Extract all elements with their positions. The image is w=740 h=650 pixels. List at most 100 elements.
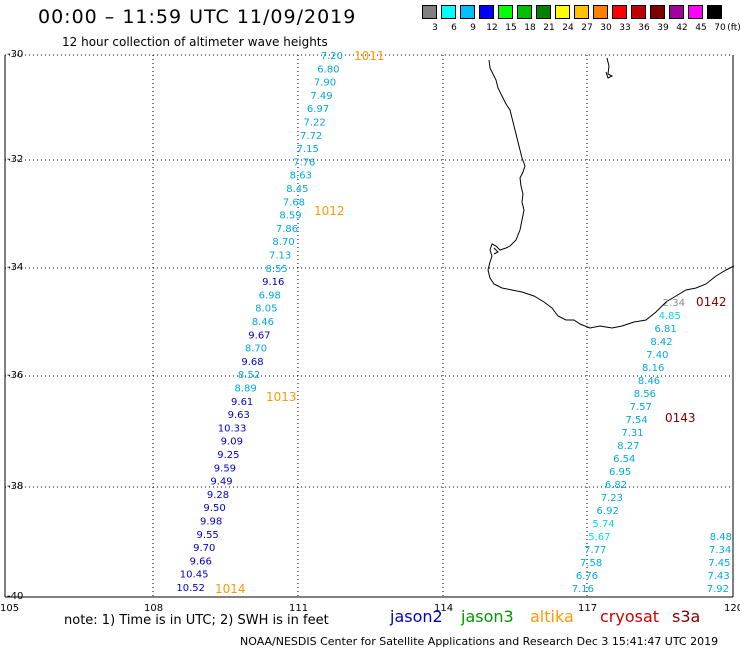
- lon-label: 120: [724, 603, 740, 614]
- swh-value: 8.46: [638, 376, 660, 387]
- pass-time-label: 1013: [266, 390, 297, 404]
- swh-value: 7.16: [572, 584, 594, 595]
- swh-value: 9.25: [217, 450, 239, 461]
- swh-value: 9.70: [193, 543, 215, 554]
- legend-swatch: [422, 5, 437, 19]
- satellite-jason3: jason3: [461, 607, 514, 626]
- legend-label: 6: [451, 23, 457, 33]
- legend-label: 9: [470, 23, 476, 33]
- swh-value: 8.70: [245, 344, 267, 355]
- swh-value: 8.70: [272, 237, 294, 248]
- island-path: [493, 247, 499, 255]
- lat-label: -30: [7, 49, 24, 60]
- swh-value: 9.09: [221, 437, 243, 448]
- legend-label: 45: [695, 23, 707, 33]
- lat-lon-grid: [4, 54, 734, 598]
- swh-value: 7.43: [707, 571, 729, 582]
- pass-time-labels: 1011 1012 1013 1014 0142 0143: [215, 49, 727, 596]
- swh-value: 7.90: [314, 78, 336, 89]
- swh-value: 9.66: [190, 556, 212, 567]
- legend-label: 3: [432, 23, 438, 33]
- legend-swatch: [498, 5, 513, 19]
- swh-value: 8.55: [266, 264, 288, 275]
- swh-value: 7.40: [646, 350, 668, 361]
- swh-value: 6.97: [307, 104, 329, 115]
- legend-swatch: [707, 5, 722, 19]
- legend-label: 24: [562, 23, 574, 33]
- swh-value: 9.49: [210, 477, 232, 488]
- swh-value: 6.80: [317, 64, 339, 75]
- swh-value: 6.82: [605, 480, 627, 491]
- legend-swatch: [574, 5, 589, 19]
- legend-swatch: [479, 5, 494, 19]
- swh-value: 8.27: [617, 441, 639, 452]
- lat-label: -40: [7, 591, 24, 602]
- swh-value: 6.92: [597, 506, 619, 517]
- lat-label: -32: [7, 154, 24, 165]
- swh-value: 8.89: [234, 384, 256, 395]
- legend-swatch: [460, 5, 475, 19]
- swh-value: 8.42: [650, 337, 672, 348]
- legend-swatch: [669, 5, 684, 19]
- swh-value: 9.68: [241, 357, 263, 368]
- swh-value: 9.28: [207, 490, 229, 501]
- swh-value: 5.67: [588, 532, 610, 543]
- swh-value: 10.45: [180, 570, 209, 581]
- lat-label: -34: [7, 262, 24, 273]
- footer-note: note: 1) Time is in UTC; 2) SWH is in fe…: [64, 613, 329, 628]
- legend-swatch: [441, 5, 456, 19]
- swh-value: 7.15: [297, 144, 319, 155]
- pass-time-label: 1014: [215, 582, 246, 596]
- swh-tracks: 7.20 6.80 7.90 7.49 6.97 7.22 7.72 7.15 7.76 8.63…: [176, 51, 732, 595]
- swh-value: 9.63: [228, 410, 250, 421]
- swh-value: 7.92: [707, 584, 729, 595]
- pass-time-label: 0143: [665, 411, 696, 425]
- legend-swatch: [536, 5, 551, 19]
- swh-value: 10.33: [218, 423, 247, 434]
- legend-swatch: [612, 5, 627, 19]
- swh-value: 7.20: [321, 51, 343, 62]
- swh-value: 7.86: [276, 224, 298, 235]
- swh-value: 9.61: [231, 397, 253, 408]
- legend-label: 36: [638, 23, 650, 33]
- swh-value: 7.68: [283, 197, 305, 208]
- pass-time-label: 1011: [354, 49, 385, 63]
- swh-value: 6.95: [609, 467, 631, 478]
- legend-swatch: [650, 5, 665, 19]
- legend-swatch: [555, 5, 570, 19]
- pass-time-label: 1012: [314, 204, 345, 218]
- swh-value: 7.49: [310, 91, 332, 102]
- swh-value: 9.16: [262, 277, 284, 288]
- swh-value: 4.85: [659, 311, 681, 322]
- swh-value: 6.81: [654, 324, 676, 335]
- page-subtitle: 12 hour collection of altimeter wave hei…: [62, 35, 328, 49]
- legend-label: 21: [543, 23, 555, 33]
- swh-value: 7.58: [580, 558, 602, 569]
- swh-value: 7.23: [601, 493, 623, 504]
- swh-value: 8.16: [642, 363, 664, 374]
- swh-value: 7.57: [630, 402, 652, 413]
- lon-label: 108: [144, 603, 164, 614]
- swh-value: 7.72: [300, 131, 322, 142]
- swh-value: 8.05: [255, 304, 277, 315]
- swh-value: 8.45: [286, 184, 308, 195]
- legend-label: 12: [486, 23, 498, 33]
- swh-value: 8.52: [238, 370, 260, 381]
- swh-value: 5.74: [592, 519, 614, 530]
- swh-value: 7.54: [626, 415, 648, 426]
- swh-value: 7.45: [708, 558, 730, 569]
- swh-value: 6.54: [613, 454, 635, 465]
- swh-value: 8.46: [252, 317, 274, 328]
- swh-value: 7.77: [584, 545, 606, 556]
- swh-value: 10.52: [176, 583, 205, 594]
- swh-value: 8.48: [710, 532, 732, 543]
- legend-swatch: [688, 5, 703, 19]
- legend-label: 42: [676, 23, 688, 33]
- legend-swatch: [631, 5, 646, 19]
- satellite-cryosat: cryosat: [600, 607, 660, 626]
- legend-label: 39: [657, 23, 669, 33]
- lon-label: 105: [0, 603, 20, 614]
- swh-value: 7.13: [269, 251, 291, 262]
- swh-value: 9.50: [203, 503, 225, 514]
